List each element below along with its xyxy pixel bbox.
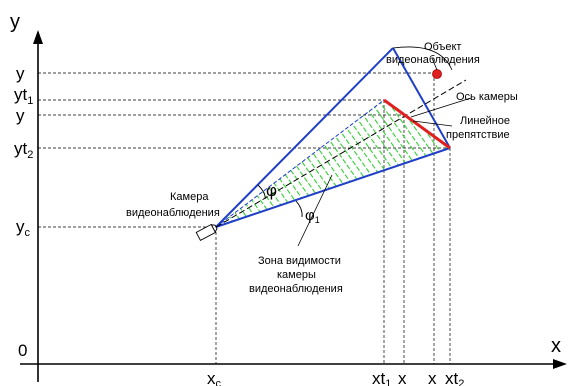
visibility-label-line3: видеонаблюдения [249, 283, 343, 295]
x-tick-c: xc [207, 369, 222, 386]
fov-far-edge [392, 47, 451, 149]
visibility-label-line2: камеры [277, 269, 316, 281]
camera-label-line1: Камера [170, 191, 209, 203]
camera-label-line2: видеонаблюдения [126, 207, 220, 219]
pointer-obstacle [412, 120, 453, 127]
object-label-line2: видеонаблюдения [386, 54, 480, 66]
coordinate-axes [20, 30, 567, 382]
visibility-zone [216, 100, 450, 227]
linear-obstacle [383, 98, 451, 150]
object-label-line1: Объект [424, 41, 461, 53]
x-axis-name: x [551, 335, 561, 357]
fov-boundaries [215, 47, 451, 228]
pointer-object [431, 57, 438, 71]
object-point [432, 69, 442, 79]
x-tick-a: x [398, 369, 407, 386]
y-tick-t2: yt2 [14, 139, 33, 161]
x-tick-b: x [428, 369, 437, 386]
y-tick-c: yc [16, 217, 31, 239]
angle-phi1-label: φ1 [305, 207, 320, 225]
pointer-visibility-zone [297, 174, 333, 247]
y-tick-t1: yt1 [14, 85, 33, 107]
object-arc [392, 46, 453, 71]
pointer-camera-axis [410, 97, 472, 118]
obstacle-label-line2: препятствие [446, 129, 510, 141]
fov-lower-boundary [215, 147, 451, 228]
obstacle-label-line1: Линейное [460, 115, 510, 127]
visibility-label-line1: Зона видимости [258, 255, 341, 267]
annotation-pointers [297, 57, 472, 247]
fov-upper-boundary [215, 47, 394, 228]
y-tick-obj: y [16, 64, 25, 83]
angle-phi1-arc [295, 200, 303, 218]
y-axis-arrow [33, 30, 43, 44]
camera-icon [195, 223, 218, 241]
sight-line-to-obstacle [215, 99, 385, 228]
y-axis-name: y [10, 11, 20, 33]
x-tick-t2: xt2 [445, 369, 464, 386]
camera-axis-label: Ось камеры [456, 91, 518, 103]
x-tick-t1: xt1 [372, 369, 391, 386]
y-tick-mid: y [16, 106, 25, 125]
camera-axis-line [215, 79, 467, 228]
origin-label: 0 [18, 341, 27, 360]
angle-phi-label: φ [266, 181, 277, 200]
angle-phi-arc [257, 184, 266, 200]
x-axis-arrow [553, 359, 567, 369]
